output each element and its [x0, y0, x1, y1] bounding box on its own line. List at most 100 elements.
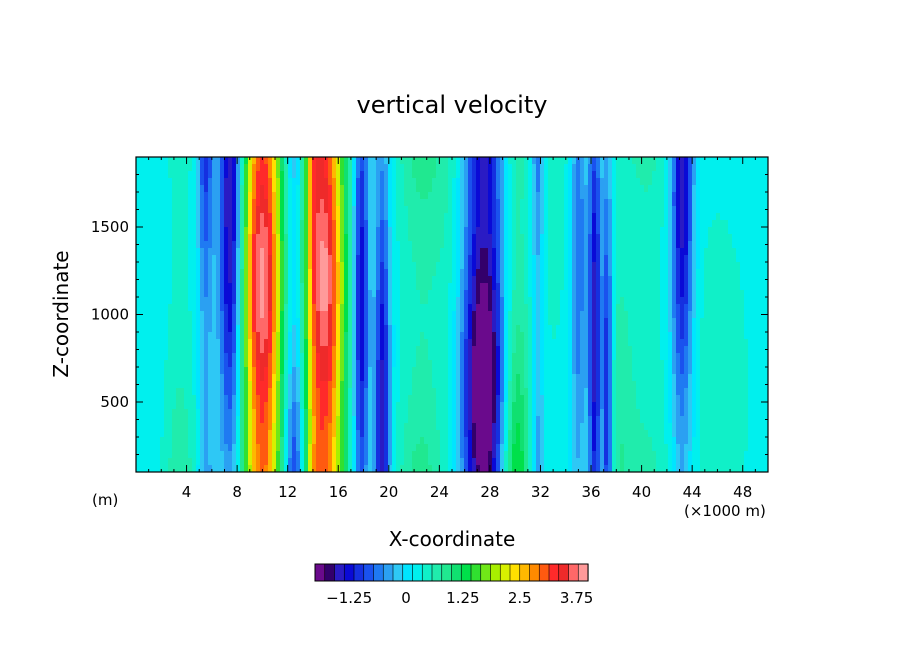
heatmap-cell [676, 360, 681, 368]
heatmap-cell [620, 318, 625, 326]
heatmap-cell [740, 262, 745, 270]
heatmap-cell [656, 339, 661, 347]
heatmap-cell [160, 206, 165, 214]
heatmap-cell [572, 262, 577, 270]
heatmap-cell [292, 241, 297, 249]
heatmap-cell [396, 178, 401, 186]
heatmap-cell [308, 374, 313, 382]
heatmap-cell [236, 171, 241, 179]
heatmap-cell [596, 248, 601, 256]
heatmap-cell [452, 248, 457, 256]
heatmap-cell [476, 304, 481, 312]
heatmap-cell [184, 346, 189, 354]
heatmap-cell [584, 367, 589, 375]
heatmap-cell [500, 255, 505, 263]
heatmap-cell [608, 318, 613, 326]
heatmap-cell [520, 178, 525, 186]
heatmap-cell [328, 213, 333, 221]
heatmap-cell [488, 367, 493, 375]
heatmap-cell [424, 192, 429, 200]
heatmap-cell [376, 227, 381, 235]
heatmap-cell [512, 367, 517, 375]
heatmap-cell [312, 157, 317, 165]
heatmap-cell [236, 227, 241, 235]
heatmap-cell [344, 192, 349, 200]
heatmap-cell [672, 213, 677, 221]
heatmap-cell [576, 269, 581, 277]
heatmap-cell [176, 374, 181, 382]
heatmap-cell [404, 325, 409, 333]
heatmap-cell [276, 360, 281, 368]
heatmap-cell [520, 206, 525, 214]
heatmap-cell [572, 227, 577, 235]
heatmap-cell [352, 227, 357, 235]
heatmap-cell [520, 157, 525, 165]
heatmap-cell [184, 283, 189, 291]
heatmap-cell [520, 297, 525, 305]
heatmap-cell [756, 283, 761, 291]
heatmap-cell [288, 276, 293, 284]
heatmap-cell [152, 157, 157, 165]
heatmap-cell [696, 234, 701, 242]
heatmap-cell [620, 269, 625, 277]
heatmap-cell [572, 367, 577, 375]
heatmap-cell [732, 304, 737, 312]
heatmap-cell [644, 311, 649, 319]
heatmap-cell [652, 255, 657, 263]
heatmap-cell [300, 255, 305, 263]
heatmap-cell [676, 269, 681, 277]
heatmap-cell [148, 269, 153, 277]
heatmap-cell [500, 157, 505, 165]
heatmap-cell [708, 290, 713, 298]
heatmap-cell [328, 346, 333, 354]
heatmap-cell [228, 311, 233, 319]
heatmap-cell [276, 164, 281, 172]
heatmap-cell [208, 297, 213, 305]
heatmap-cell [588, 220, 593, 228]
heatmap-cell [540, 227, 545, 235]
heatmap-cell [472, 213, 477, 221]
heatmap-cell [304, 213, 309, 221]
heatmap-cell [184, 255, 189, 263]
heatmap-cell [472, 276, 477, 284]
heatmap-cell [720, 283, 725, 291]
heatmap-cell [580, 283, 585, 291]
heatmap-cell [160, 297, 165, 305]
heatmap-cell [392, 206, 397, 214]
heatmap-cell [564, 367, 569, 375]
heatmap-cell [440, 269, 445, 277]
heatmap-cell [188, 220, 193, 228]
heatmap-cell [316, 374, 321, 382]
heatmap-cell [672, 255, 677, 263]
heatmap-cell [636, 346, 641, 354]
heatmap-cell [748, 213, 753, 221]
heatmap-cell [304, 332, 309, 340]
heatmap-cell [444, 311, 449, 319]
heatmap-cell [756, 325, 761, 333]
heatmap-cell [560, 353, 565, 361]
heatmap-cell [316, 367, 321, 375]
heatmap-cell [212, 360, 217, 368]
heatmap-cell [148, 206, 153, 214]
heatmap-cell [224, 367, 229, 375]
heatmap-cell [556, 185, 561, 193]
heatmap-cell [208, 269, 213, 277]
heatmap-cell [284, 374, 289, 382]
heatmap-cell [484, 318, 489, 326]
heatmap-cell [212, 157, 217, 165]
heatmap-cell [244, 374, 249, 382]
heatmap-cell [680, 234, 685, 242]
heatmap-cell [584, 318, 589, 326]
heatmap-cell [416, 255, 421, 263]
heatmap-cell [396, 374, 401, 382]
heatmap-cell [360, 332, 365, 340]
heatmap-cell [428, 255, 433, 263]
heatmap-cell [308, 367, 313, 375]
heatmap-cell [212, 346, 217, 354]
heatmap-cell [456, 206, 461, 214]
heatmap-cell [224, 255, 229, 263]
heatmap-cell [260, 164, 265, 172]
heatmap-cell [448, 318, 453, 326]
heatmap-cell [576, 325, 581, 333]
heatmap-cell [708, 157, 713, 165]
